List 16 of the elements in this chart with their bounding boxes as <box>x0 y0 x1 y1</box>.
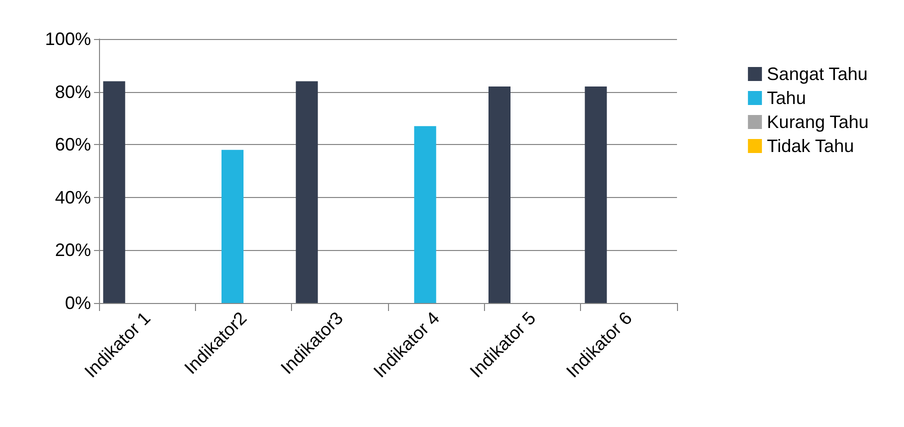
bar <box>488 86 510 303</box>
bar <box>222 150 244 303</box>
y-tick-label: 0% <box>64 293 91 313</box>
bar <box>103 81 126 303</box>
legend-label: Kurang Tahu <box>766 112 869 132</box>
y-tick-label: 60% <box>54 134 91 155</box>
y-tick-label: 20% <box>54 240 91 260</box>
bar <box>584 86 607 303</box>
legend-label: Tidak Tahu <box>766 136 854 156</box>
legend-label: Tahu <box>766 88 806 108</box>
bar <box>296 81 318 303</box>
y-tick-label: 40% <box>54 187 91 208</box>
y-tick-label: 100% <box>44 29 91 49</box>
y-tick-label: 80% <box>54 82 91 102</box>
legend-label: Sangat Tahu <box>766 64 868 84</box>
bar <box>414 126 436 303</box>
